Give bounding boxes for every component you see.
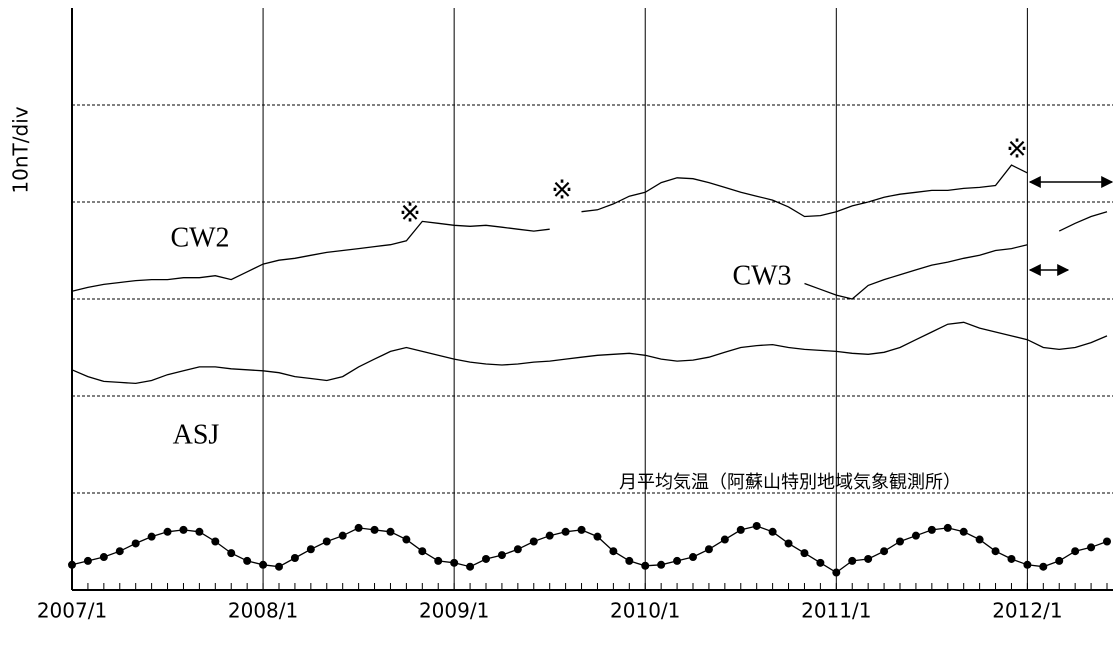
annotation: ※ [1006,135,1028,165]
data-point [497,551,506,560]
x-tick-label: 2009/1 [419,599,489,623]
data-point [450,558,459,567]
data-point [1103,537,1111,546]
data-point [911,531,920,540]
data-point [720,535,729,544]
data-point [609,547,618,556]
data-point [1055,556,1064,565]
data-point [991,547,1000,556]
x-tick-label: 2008/1 [228,599,298,623]
data-point [927,525,936,534]
data-point [68,560,76,569]
data-point [641,561,650,570]
data-point [752,521,761,530]
data-point [131,539,140,548]
data-point [275,562,283,571]
series-label: 月平均気温（阿蘇山特別地域気象観測所） [619,472,961,493]
data-point [784,539,793,548]
series-line [71,321,1108,385]
data-point [545,531,554,540]
data-point [1087,543,1096,552]
data-point [243,556,252,565]
data-point [896,537,904,546]
data-point [466,562,475,571]
series-label: ASJ [173,419,220,450]
data-point [975,535,984,544]
data-point [704,545,713,554]
data-point [657,560,666,569]
data-point [768,527,777,536]
data-point [1039,562,1048,571]
data-point [83,556,92,565]
data-point [290,553,299,562]
data-point [561,527,570,536]
data-point [338,531,347,540]
data-point [577,525,586,534]
data-point [211,537,220,546]
data-point [593,532,602,541]
data-point [434,556,443,565]
data-point [322,537,331,546]
data-point [482,554,490,563]
annotation: ※ [399,199,421,229]
data-point [370,525,379,534]
x-tick-label: 2012/1 [992,599,1062,623]
data-point [1023,560,1032,569]
data-point [163,527,172,536]
data-point [402,535,411,544]
data-point [943,523,952,532]
data-point [115,547,124,556]
data-point [832,568,841,577]
data-point [864,554,873,563]
data-point [354,523,363,532]
data-point [816,558,825,567]
data-point [529,537,538,546]
series-label: CW3 [732,260,791,291]
data-point [625,556,634,565]
data-point [386,527,395,536]
data-point [736,525,745,534]
series-line [804,211,1108,300]
series-line [71,525,1108,574]
data-point [306,545,315,554]
x-tick-label: 2007/1 [37,599,107,623]
data-point [848,556,857,565]
data-point [418,547,427,556]
data-point [147,532,156,541]
x-tick-label: 2011/1 [801,599,871,623]
series-line [71,164,1028,292]
data-point [259,560,268,569]
data-point [880,547,889,556]
data-point [689,553,697,562]
series-label: CW2 [170,222,229,253]
data-point [179,525,188,534]
data-point [1071,547,1080,556]
annotation: ※ [551,176,573,206]
data-point [513,545,522,554]
data-point [1007,554,1016,563]
data-point [673,556,682,565]
data-point [959,527,968,536]
y-axis-label: 10nT/div [9,106,33,193]
x-tick-label: 2010/1 [610,599,680,623]
data-point [195,527,204,536]
data-point [99,553,108,562]
data-point [227,549,236,558]
data-point [800,549,809,558]
